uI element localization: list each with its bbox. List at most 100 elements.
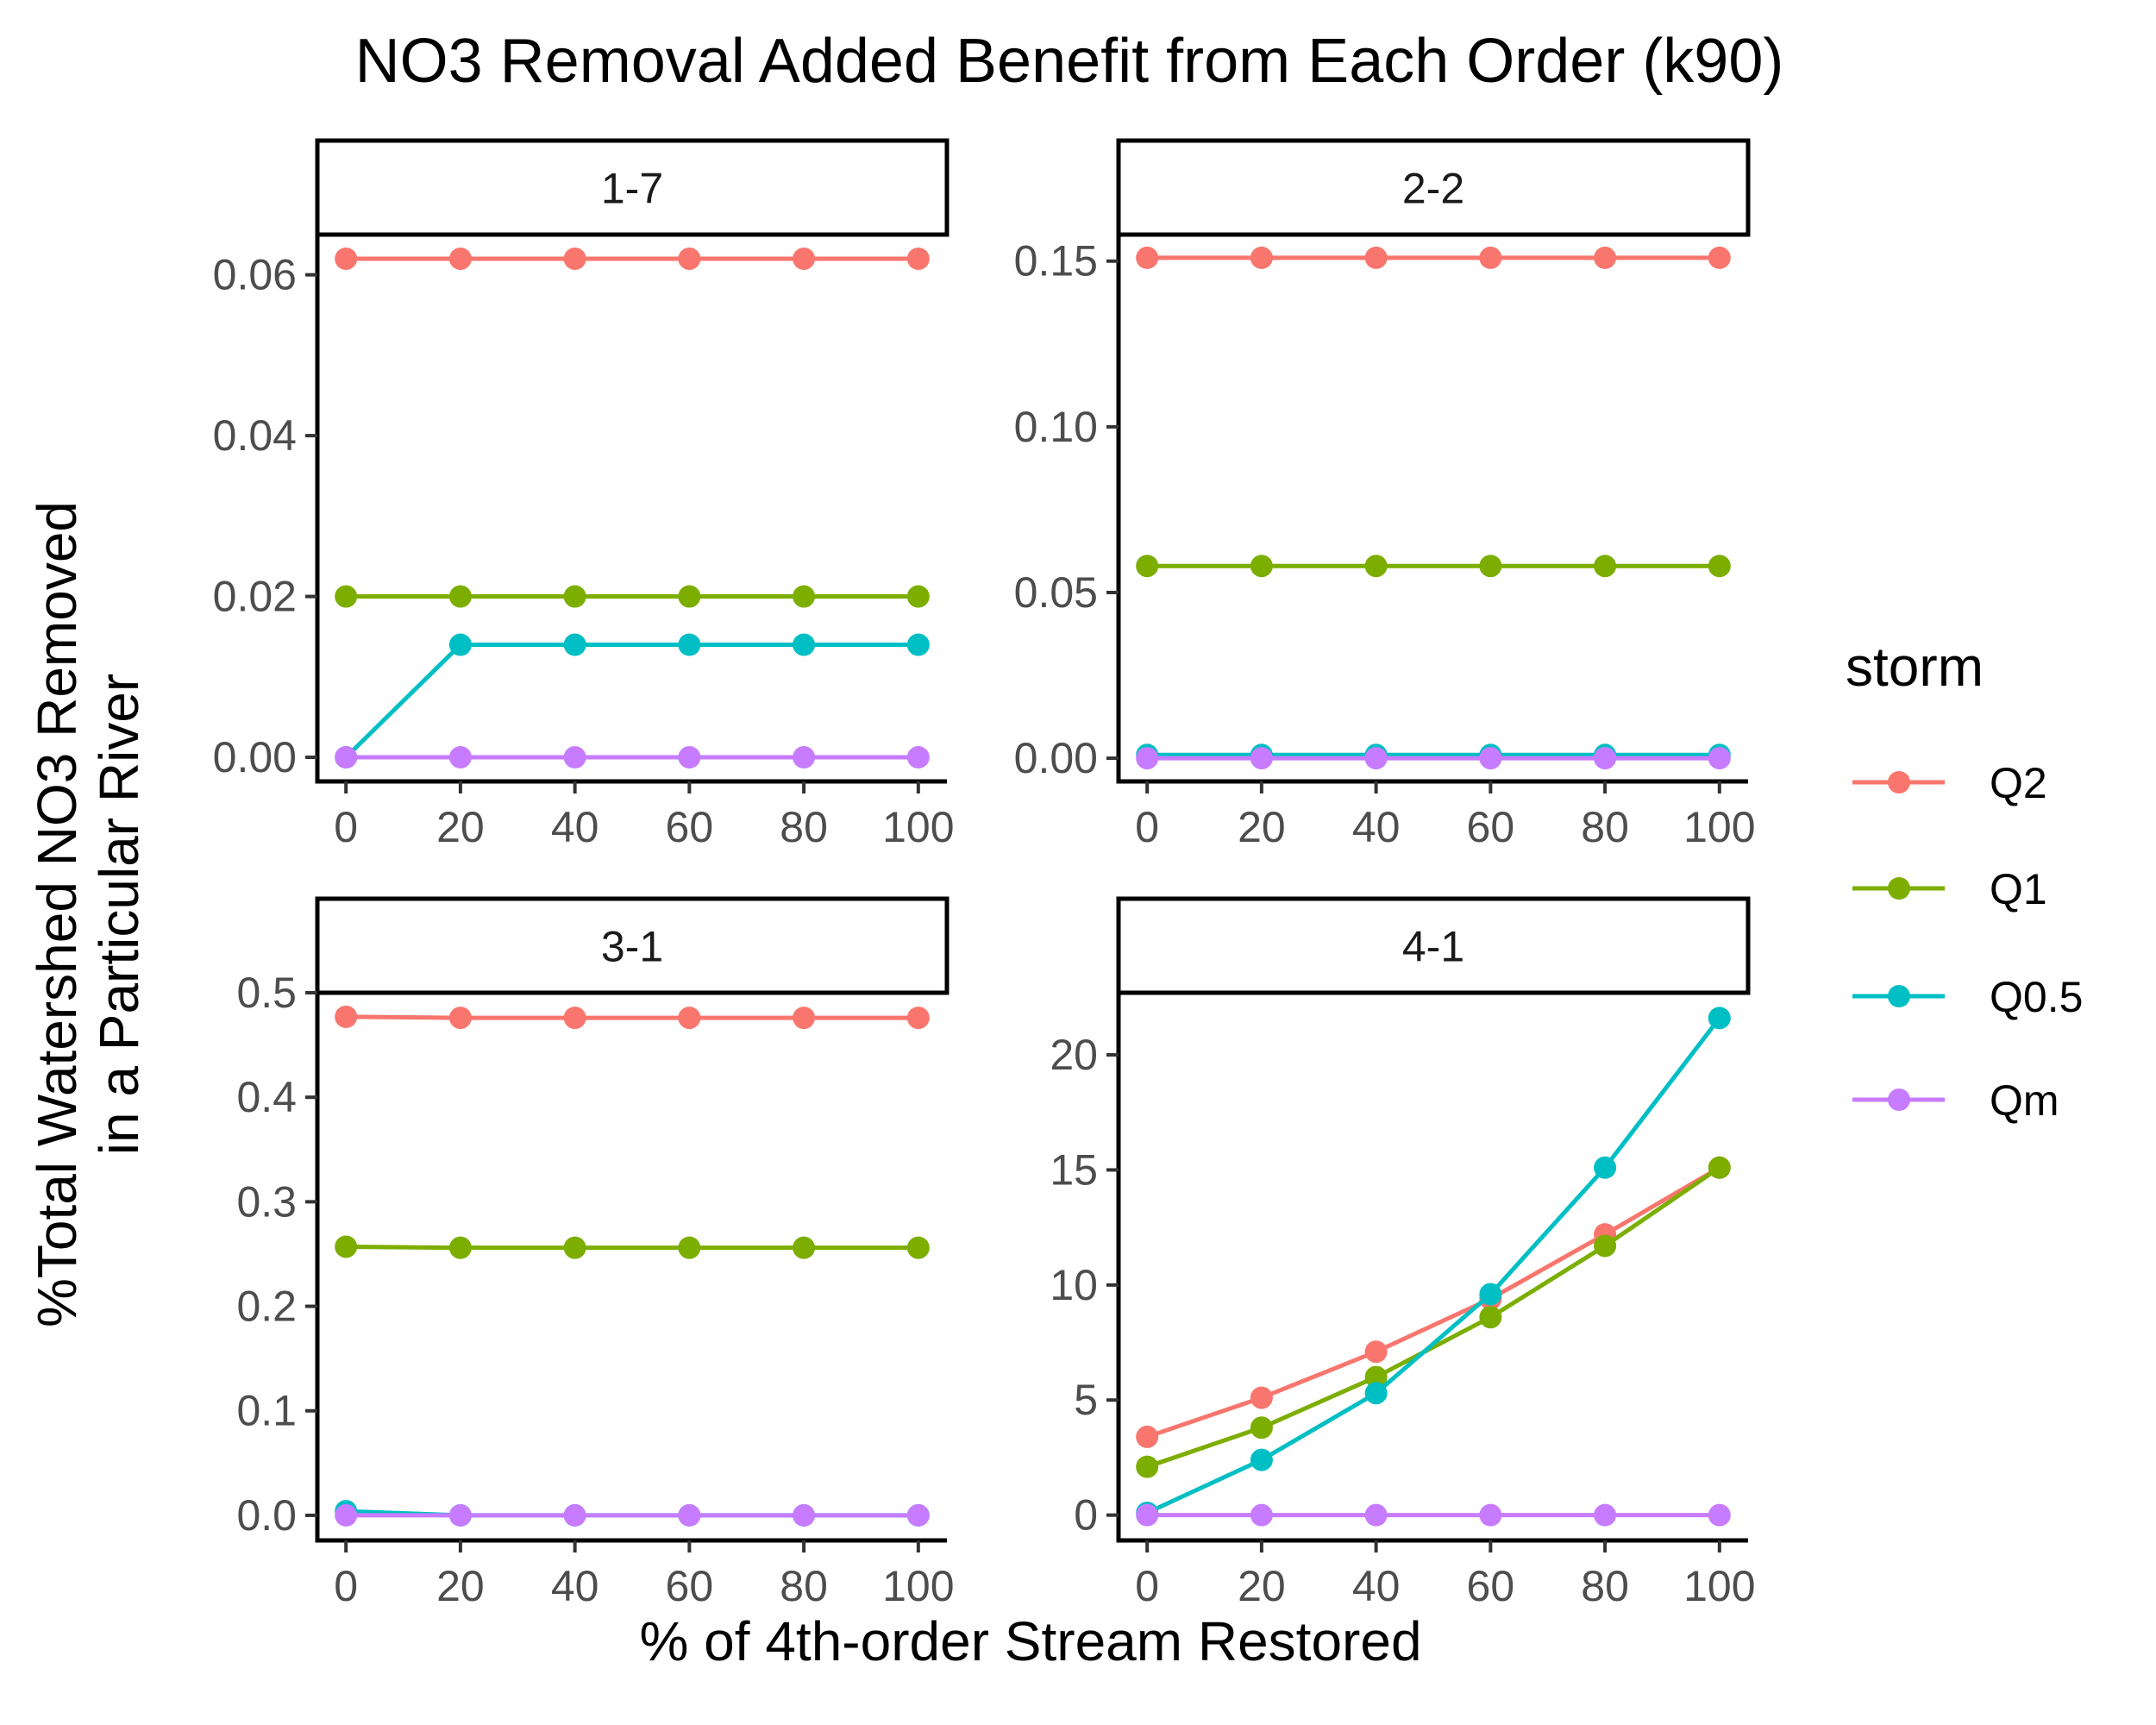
x-tick-label: 60 [1467,1562,1515,1610]
data-point [678,247,701,270]
data-point [563,585,586,608]
data-point [563,1503,586,1527]
data-point [1479,1306,1502,1329]
legend-entry-Q2: Q2 [1852,759,2047,807]
data-point [1708,246,1731,269]
y-tick-label: 0.04 [213,411,297,460]
data-point [1479,747,1502,770]
data-point [793,247,816,270]
data-point [793,585,816,608]
y-tick-label: 0.02 [213,573,297,621]
data-point [793,1236,816,1259]
x-tick-label: 80 [780,803,828,851]
data-point [448,1503,472,1527]
data-point [678,1007,701,1030]
data-point [563,247,586,270]
data-point [1364,1382,1388,1405]
x-tick-label: 20 [436,1562,485,1610]
x-tick-label: 20 [1238,1562,1286,1610]
series-line [346,1244,918,1251]
data-point [678,746,701,769]
y-tick-label: 0 [1074,1491,1098,1540]
series-Q0.5 [335,633,930,769]
data-point [1136,1425,1159,1448]
legend-label: Q0.5 [1990,973,2083,1021]
data-point [906,1503,930,1527]
legend-label: Qm [1990,1076,2059,1125]
chart-title: NO3 Removal Added Benefit from Each Orde… [355,27,1784,96]
y-tick-label: 0.5 [236,969,297,1017]
data-point [1136,747,1159,770]
x-tick-label: 40 [1352,1562,1401,1610]
x-tick-label: 60 [666,803,714,851]
data-point [678,585,701,608]
data-point [1364,1365,1388,1389]
data-point [1708,1007,1731,1030]
legend: storm Q2 Q1 Q0.5 Qm [1846,636,2083,1125]
x-tick-label: 60 [1467,803,1515,851]
x-tick-label: 80 [1581,803,1629,851]
x-tick-label: 80 [1581,1562,1629,1610]
legend-title: storm [1846,636,1984,698]
facet-strip-label: 1-7 [601,165,663,213]
data-point [1708,1503,1731,1527]
series-Q0.5 [1136,743,1731,767]
legend-key-point [1888,877,1910,900]
x-tick-label: 100 [1683,803,1755,851]
legend-entry-Qm: Qm [1852,1076,2059,1125]
data-point [448,585,472,608]
series-Qm [1136,747,1731,770]
series-Q2 [1136,246,1731,269]
y-tick-label: 20 [1050,1031,1098,1079]
x-tick-label: 60 [666,1562,714,1610]
series-Q1 [1136,555,1731,578]
data-point [335,1005,358,1028]
x-tick-label: 100 [882,1562,954,1610]
x-tick-label: 100 [882,803,954,851]
data-point [1364,555,1388,578]
data-point [1250,1448,1273,1471]
data-point [678,1503,701,1527]
data-point [678,1236,701,1259]
data-point [906,1236,930,1259]
y-axis-title-line-2: in a Particular River [88,674,150,1155]
x-tick-label: 20 [436,803,485,851]
data-point [1594,1503,1617,1527]
data-point [1364,1503,1388,1527]
legend-entry-Q1: Q1 [1852,865,2047,913]
x-tick-label: 0 [1135,1562,1159,1610]
x-axis-title: % of 4th-order Stream Restored [639,1610,1421,1672]
series-line [344,643,918,759]
series-Q1 [1136,1156,1731,1478]
y-tick-label: 0.00 [1014,734,1098,782]
x-tick-label: 0 [334,1562,358,1610]
data-point [335,585,358,608]
data-point [448,633,472,656]
data-point [1594,246,1617,269]
legend-entry-Q0.5: Q0.5 [1852,973,2083,1021]
y-axis-title-line-1: %Total Watershed NO3 Removed [26,501,88,1327]
data-point [1479,246,1502,269]
data-point [906,746,930,769]
data-point [1594,1234,1617,1258]
series-line [1146,1165,1721,1469]
series-line [346,1014,918,1020]
facet-strip-label: 3-1 [601,923,663,971]
data-point [1136,1455,1159,1478]
facet-strip-label: 2-2 [1402,165,1464,213]
series-Qm [335,746,930,769]
data-point [1594,747,1617,770]
data-point [906,633,930,656]
data-point [448,746,472,769]
series-Qm [1136,1503,1731,1527]
x-tick-label: 40 [551,803,599,851]
data-point [1479,1503,1502,1527]
legend-label: Q2 [1990,759,2047,807]
facet-strip [315,896,950,995]
y-tick-label: 0.0 [236,1491,297,1540]
data-point [793,746,816,769]
facet-panel-1-7: 1-7 0.00 0.02 0.04 0.06 0 20 40 60 80 100 [213,138,955,851]
y-tick-label: 0.10 [1014,403,1098,451]
